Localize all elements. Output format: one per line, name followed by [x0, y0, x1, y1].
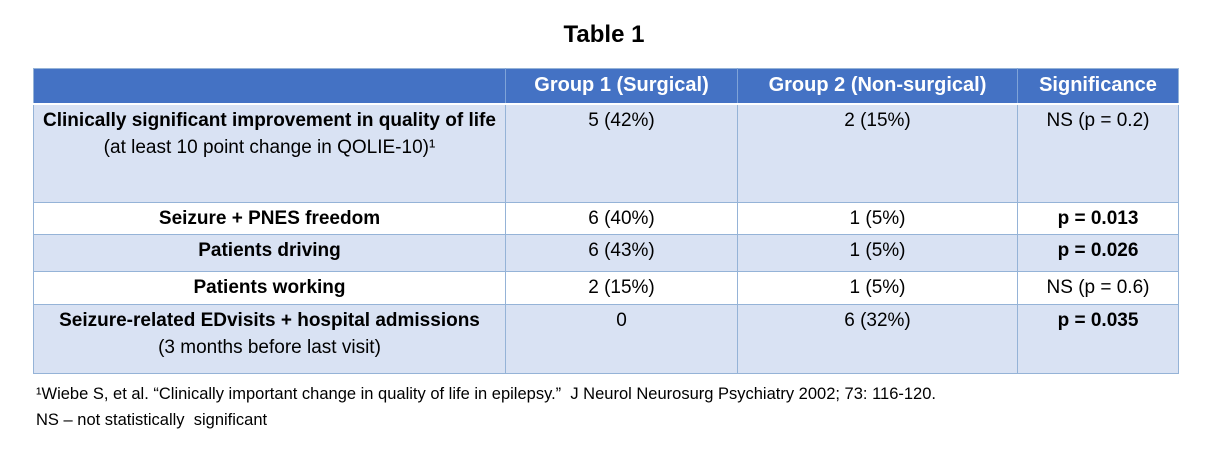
row-label: Clinically significant improvement in qu… — [43, 109, 496, 131]
table-row: Seizure + PNES freedom 6 (40%) 1 (5%) p … — [33, 202, 1179, 235]
row-label-note: (at least 10 point change in QOLIE-10)¹ — [103, 136, 436, 158]
cell-group1: 6 (43%) — [505, 234, 738, 272]
page-title: Table 1 — [563, 21, 645, 48]
cell-significance: NS (p = 0.2) — [1017, 103, 1179, 203]
header-row: Group 1 (Surgical) Group 2 (Non-surgical… — [33, 68, 1179, 105]
cell-significance: p = 0.013 — [1017, 202, 1179, 235]
header-group2: Group 2 (Non-surgical) — [737, 68, 1018, 105]
cell-significance: p = 0.035 — [1017, 304, 1179, 374]
cell-group1: 0 — [505, 304, 738, 374]
header-group1: Group 1 (Surgical) — [505, 68, 738, 105]
header-blank-cell — [33, 68, 506, 105]
row-label-cell: Clinically significant improvement in qu… — [33, 103, 506, 203]
header-significance: Significance — [1017, 68, 1179, 105]
footnotes: ¹Wiebe S, et al. “Clinically important c… — [36, 381, 1208, 433]
row-label: Patients working — [193, 277, 346, 298]
cell-group1: 6 (40%) — [505, 202, 738, 235]
cell-group1: 5 (42%) — [505, 103, 738, 203]
row-label: Seizure-related EDvisits + hospital admi… — [59, 310, 480, 331]
row-label-cell: Seizure + PNES freedom — [33, 202, 506, 235]
row-label-cell: Seizure-related EDvisits + hospital admi… — [33, 304, 506, 374]
row-label-note: (3 months before last visit) — [158, 337, 381, 358]
row-label-cell: Patients working — [33, 271, 506, 305]
cell-group2: 6 (32%) — [737, 304, 1018, 374]
cell-group2: 1 (5%) — [737, 271, 1018, 305]
results-table: Group 1 (Surgical) Group 2 (Non-surgical… — [33, 68, 1179, 374]
row-label-cell: Patients driving — [33, 234, 506, 272]
table-row: Clinically significant improvement in qu… — [33, 103, 1179, 203]
cell-group2: 2 (15%) — [737, 103, 1018, 203]
table-row: Seizure-related EDvisits + hospital admi… — [33, 304, 1179, 374]
footnote-ns-definition: NS – not statistically significant — [36, 411, 268, 429]
cell-significance: p = 0.026 — [1017, 234, 1179, 272]
table-row: Patients driving 6 (43%) 1 (5%) p = 0.02… — [33, 234, 1179, 272]
row-label: Seizure + PNES freedom — [158, 208, 381, 229]
cell-group2: 1 (5%) — [737, 202, 1018, 235]
cell-group2: 1 (5%) — [737, 234, 1018, 272]
footnote-citation: ¹Wiebe S, et al. “Clinically important c… — [36, 385, 936, 403]
row-label: Patients driving — [198, 240, 341, 261]
cell-group1: 2 (15%) — [505, 271, 738, 305]
cell-significance: NS (p = 0.6) — [1017, 271, 1179, 305]
table-row: Patients working 2 (15%) 1 (5%) NS (p = … — [33, 271, 1179, 305]
